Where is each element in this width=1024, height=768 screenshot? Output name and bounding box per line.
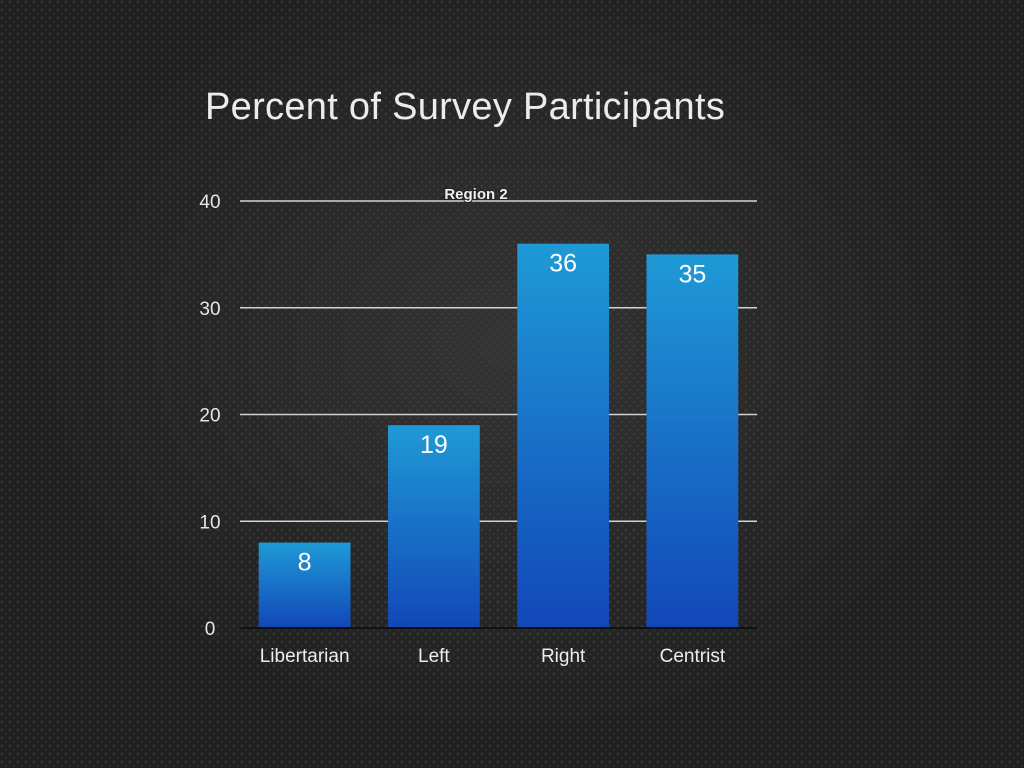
data-label-libertarian: 8 <box>298 549 312 577</box>
bar-libertarian <box>258 542 351 628</box>
y-tick-label-40: 40 <box>199 192 220 213</box>
bar-centrist <box>646 254 739 628</box>
y-tick-label-10: 10 <box>199 512 220 533</box>
chart-title: Percent of Survey Participants <box>205 86 726 128</box>
bar-right <box>517 243 610 628</box>
x-tick-label-centrist: Centrist <box>660 646 726 667</box>
y-tick-label-30: 30 <box>199 299 220 320</box>
legend-entry-region-2: Region 2 <box>444 186 507 203</box>
data-label-left: 19 <box>420 431 448 459</box>
x-tick-label-right: Right <box>541 646 586 667</box>
data-label-right: 36 <box>549 250 577 278</box>
bars <box>258 243 739 628</box>
data-label-centrist: 35 <box>678 260 706 288</box>
y-tick-label-20: 20 <box>199 406 220 427</box>
y-tick-label-0: 0 <box>205 619 216 640</box>
bar-left <box>387 425 480 628</box>
labels: 0 10 20 30 40 8 Libertarian 19 Left 36 Right 35 Cent… <box>199 185 726 667</box>
x-tick-label-libertarian: Libertarian <box>260 646 350 667</box>
x-tick-label-left: Left <box>418 646 450 667</box>
